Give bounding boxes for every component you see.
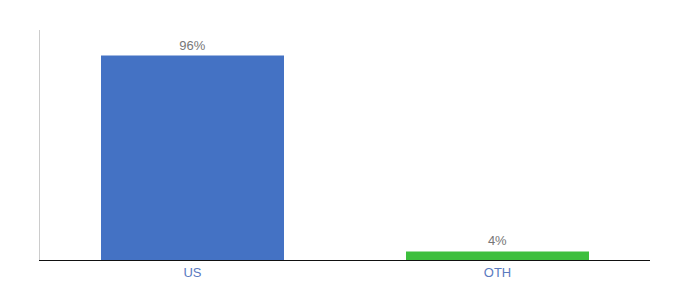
svg-text:96%: 96% <box>179 38 205 53</box>
svg-text:US: US <box>183 265 201 280</box>
svg-text:OTH: OTH <box>484 265 511 280</box>
svg-text:4%: 4% <box>488 233 507 248</box>
